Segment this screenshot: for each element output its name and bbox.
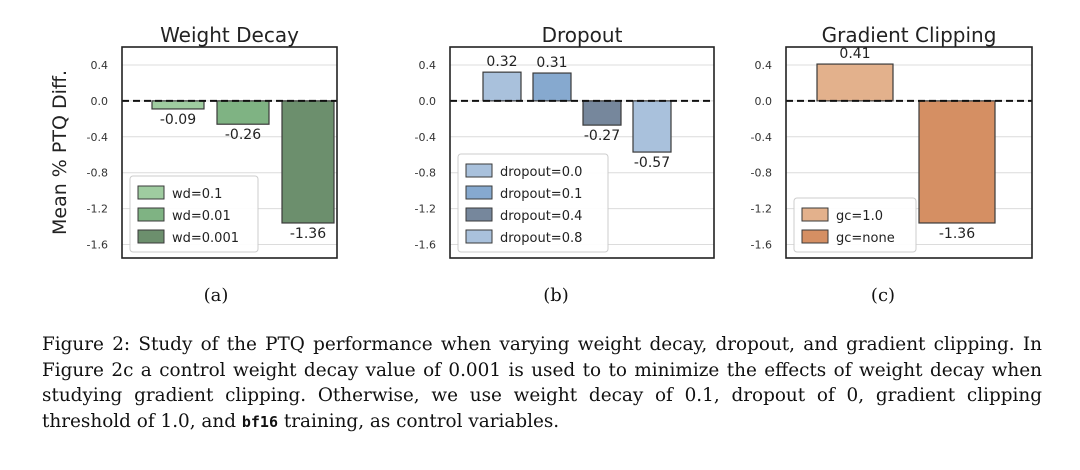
y-tick-label: 0.0 xyxy=(755,95,773,108)
y-tick-label: 0.4 xyxy=(755,59,773,72)
plot-frame xyxy=(785,46,1033,259)
bar xyxy=(151,100,205,110)
legend-label: dropout=0.1 xyxy=(500,187,582,202)
bar-value-label: 0.32 xyxy=(486,54,517,70)
y-tick-label: -1.2 xyxy=(751,203,772,216)
bar-value-label: -1.36 xyxy=(290,226,326,242)
legend-swatch xyxy=(137,207,165,222)
plot-frame xyxy=(449,46,715,259)
bar-value-label: 0.31 xyxy=(536,55,567,71)
y-tick-label: 0.0 xyxy=(91,95,109,108)
y-tick-label: -1.6 xyxy=(751,239,772,252)
caption-text-end: training, as control variables. xyxy=(277,410,560,432)
legend-swatch xyxy=(801,229,829,244)
caption-code: bf16 xyxy=(241,412,278,431)
subplot-label: (b) xyxy=(543,285,569,306)
legend-swatch xyxy=(465,185,493,200)
bar xyxy=(816,63,894,102)
bar xyxy=(532,72,572,102)
bar-value-label: -0.27 xyxy=(584,128,620,144)
legend-label: gc=none xyxy=(836,231,895,246)
bar-value-label: -1.36 xyxy=(939,226,975,242)
legend-label: wd=0.001 xyxy=(172,231,239,246)
bar xyxy=(482,71,522,102)
y-axis-label: Mean % PTQ Diff. xyxy=(49,70,71,235)
bar xyxy=(582,100,622,126)
legend-label: dropout=0.8 xyxy=(500,231,582,246)
chart-title: Gradient Clipping xyxy=(822,23,997,47)
legend-swatch xyxy=(465,163,493,178)
subplot-label: (a) xyxy=(204,285,229,306)
legend-label: wd=0.01 xyxy=(172,209,231,224)
y-tick-label: 0.0 xyxy=(419,95,437,108)
bar xyxy=(632,100,672,153)
legend-box xyxy=(457,153,609,253)
y-tick-label: -1.2 xyxy=(415,203,436,216)
y-tick-label: -0.4 xyxy=(751,131,772,144)
bar-value-label: 0.41 xyxy=(839,46,870,62)
legend-swatch xyxy=(137,229,165,244)
legend-swatch xyxy=(465,229,493,244)
y-tick-label: 0.4 xyxy=(91,59,109,72)
legend-label: dropout=0.4 xyxy=(500,209,582,224)
legend-label: dropout=0.0 xyxy=(500,165,582,180)
chart-title: Weight Decay xyxy=(160,23,299,47)
y-tick-label: -1.6 xyxy=(415,239,436,252)
y-tick-label: -1.6 xyxy=(87,239,108,252)
plot-frame xyxy=(121,46,338,259)
caption-text: Figure 2: Study of the PTQ performance w… xyxy=(42,334,1042,432)
bar xyxy=(281,100,335,224)
subplot-label: (c) xyxy=(871,285,895,306)
figure-caption: Figure 2: Study of the PTQ performance w… xyxy=(42,332,1042,435)
y-tick-label: 0.4 xyxy=(419,59,437,72)
legend-swatch xyxy=(465,207,493,222)
bar xyxy=(216,100,270,125)
y-tick-label: -0.4 xyxy=(87,131,108,144)
y-tick-label: -0.8 xyxy=(415,167,436,180)
bar xyxy=(918,100,996,224)
bar-value-label: -0.26 xyxy=(225,127,261,143)
y-tick-label: -0.4 xyxy=(415,131,436,144)
legend-label: gc=1.0 xyxy=(836,209,883,224)
bar-value-label: -0.09 xyxy=(160,112,196,128)
y-tick-label: -1.2 xyxy=(87,203,108,216)
bar-value-label: -0.57 xyxy=(634,155,670,171)
legend-label: wd=0.1 xyxy=(172,187,222,202)
legend-swatch xyxy=(801,207,829,222)
legend-swatch xyxy=(137,185,165,200)
y-tick-label: -0.8 xyxy=(751,167,772,180)
y-tick-label: -0.8 xyxy=(87,167,108,180)
chart-title: Dropout xyxy=(542,23,623,47)
